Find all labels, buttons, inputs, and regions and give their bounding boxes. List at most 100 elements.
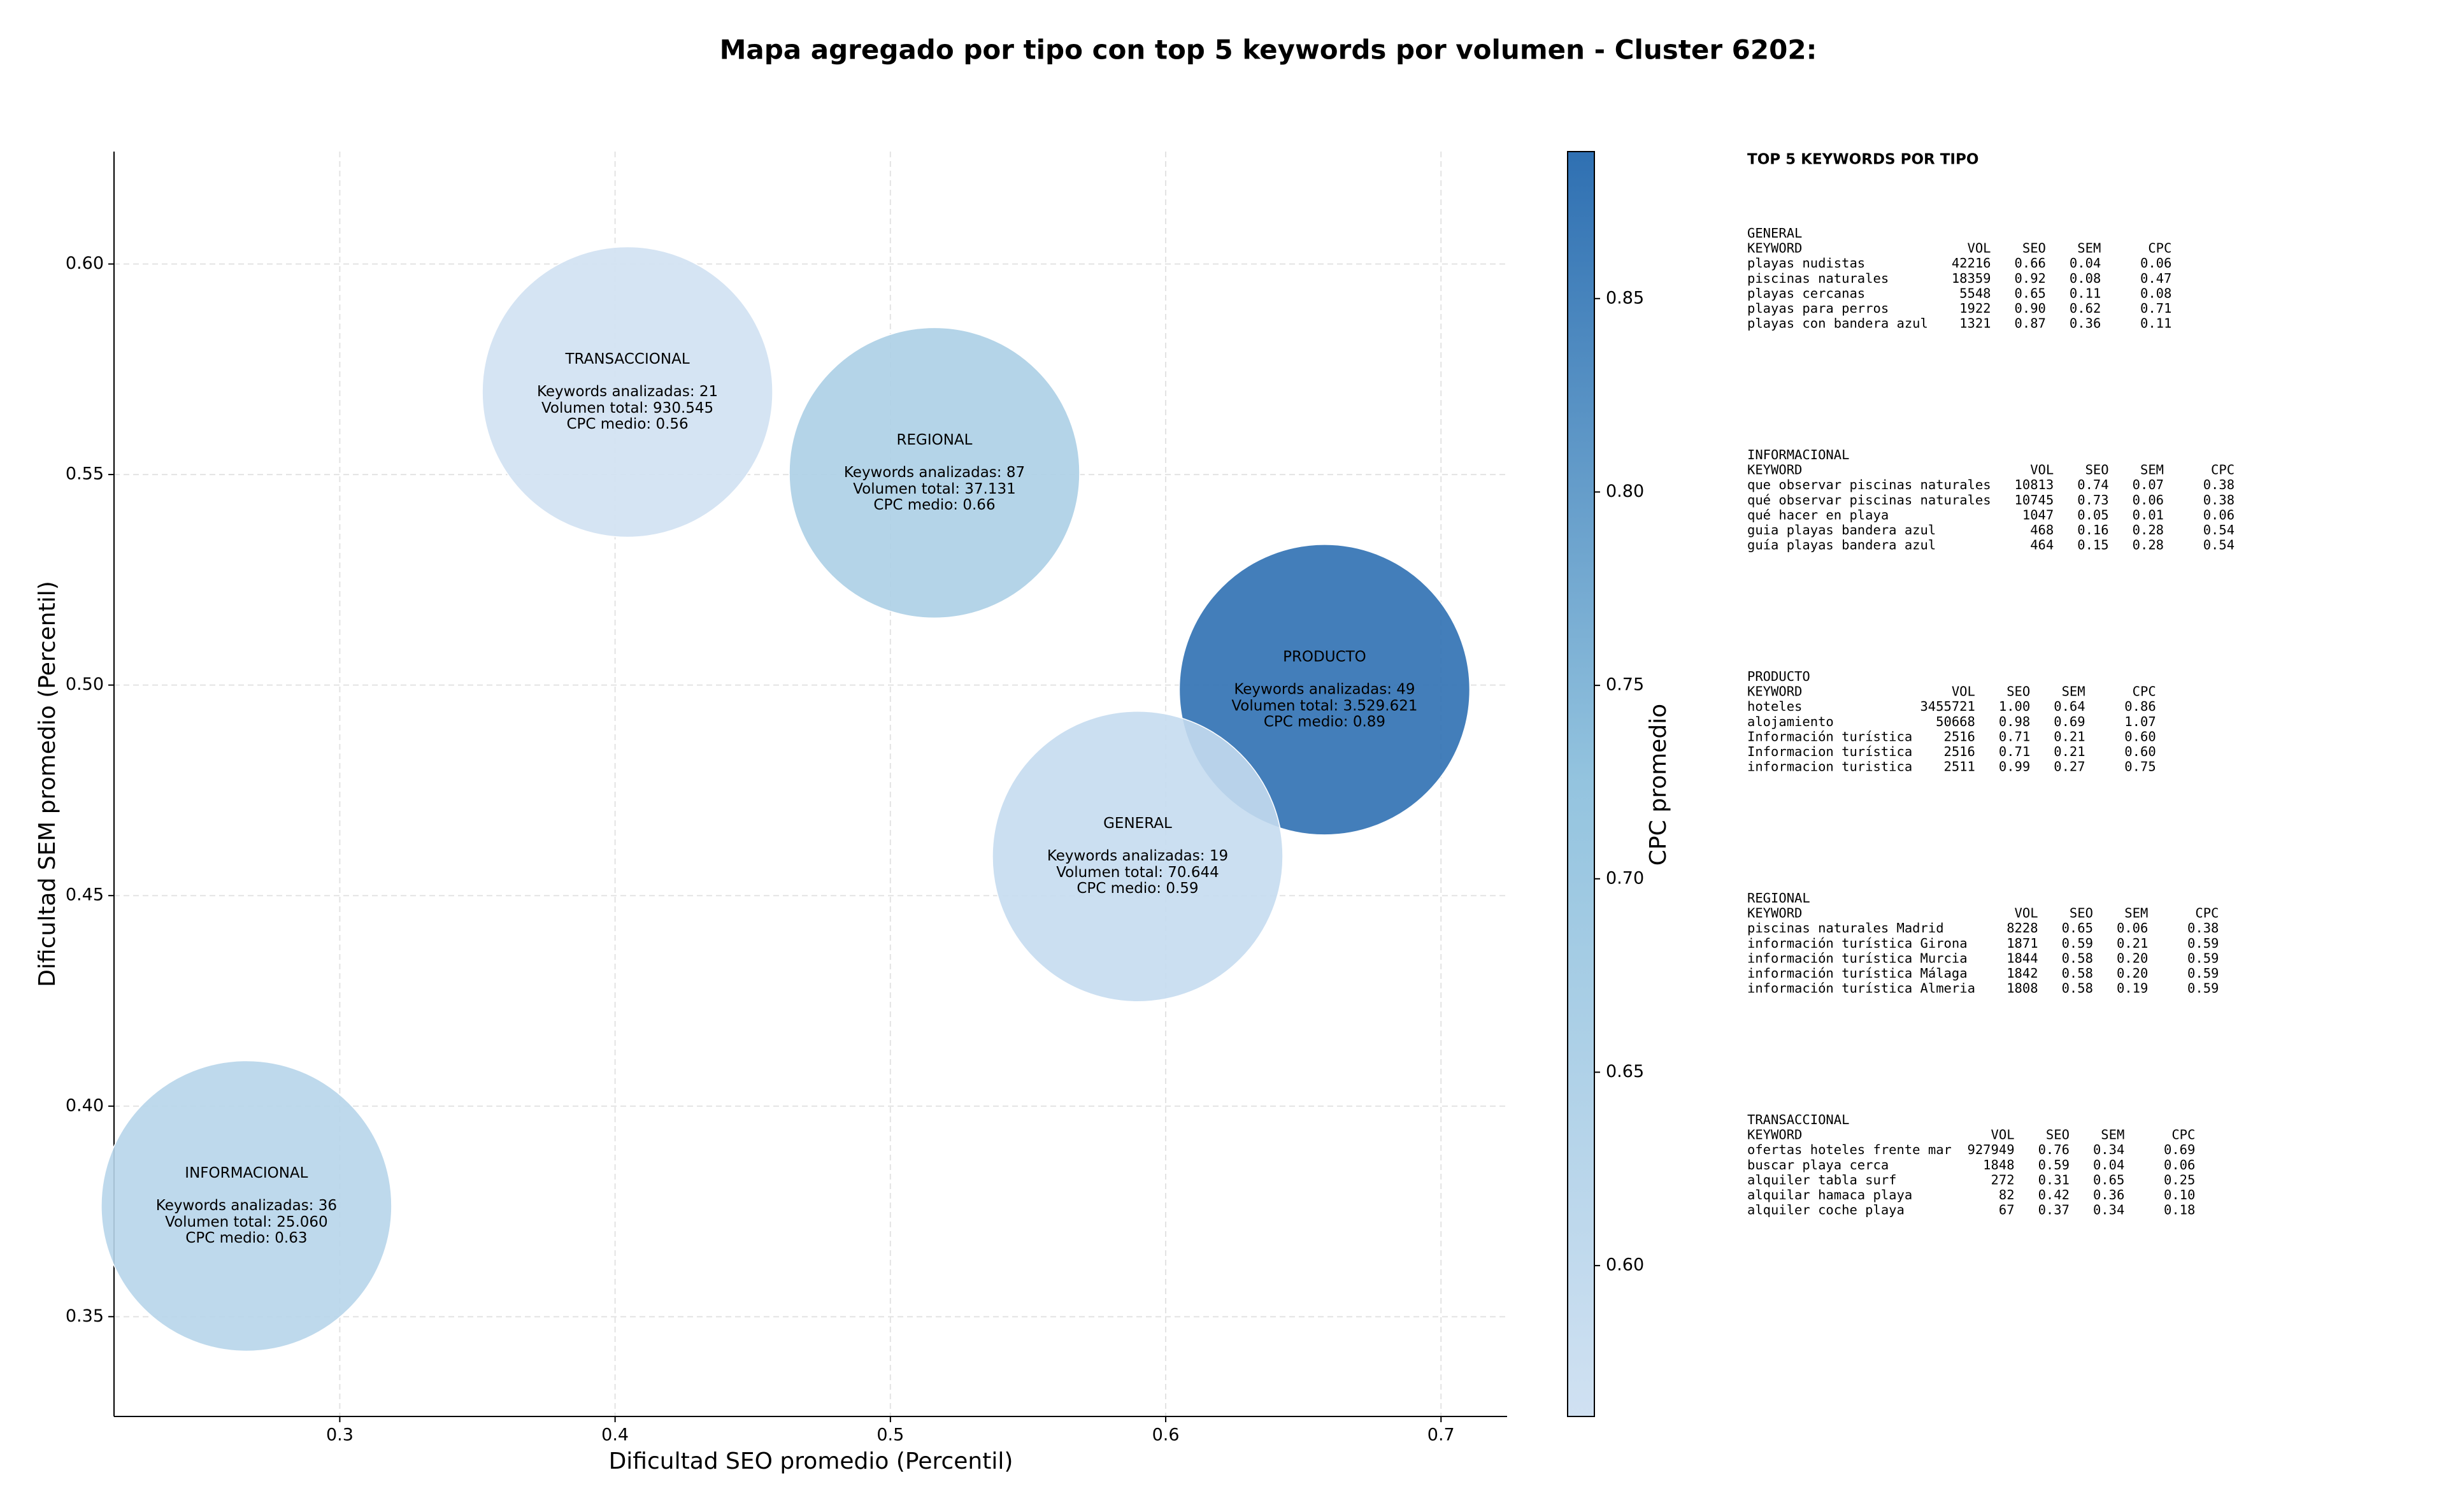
column-header: SEM [2101,1127,2124,1143]
x-tick-label: 0.3 [326,1425,354,1445]
cell-value: 0.99 [1999,759,2030,774]
cell-value: 0.21 [2054,744,2085,759]
colorbar-tick-label: 0.60 [1606,1255,1644,1275]
cell-value: 272 [1991,1172,2015,1187]
colorbar-label: CPC promedio [1645,704,1671,866]
bubble-detail: Volumen total: 25.060 [165,1214,328,1230]
cell-value: 0.65 [2062,920,2093,936]
panel-title: TOP 5 KEYWORDS POR TIPO [1747,152,1978,168]
cell-value: 0.60 [2124,744,2156,759]
cell-value: 1.00 [1999,699,2030,714]
cell-value: 0.42 [2038,1187,2070,1202]
cell-value: 0.38 [2203,492,2235,508]
cell-value: 0.28 [2133,538,2164,553]
bubble-detail: Keywords analizadas: 36 [156,1197,337,1214]
bubble-name: GENERAL [1103,815,1172,832]
bubble-name: TRANSACCIONAL [564,351,689,367]
x-tick-label: 0.6 [1152,1425,1180,1445]
column-header: CPC [2211,462,2235,478]
cell-value: 1808 [2006,981,2038,996]
cell-value: 0.69 [2164,1142,2195,1157]
cell-value: 0.76 [2038,1142,2070,1157]
keyword: Informacion turística [1747,744,1912,759]
keyword: que observar piscinas naturales [1747,477,1991,492]
keyword: guia playas bandera azul [1747,522,1936,538]
bubble-detail: CPC medio: 0.56 [566,416,688,432]
bubble-detail: Keywords analizadas: 19 [1047,848,1228,864]
column-header: CPC [2133,684,2156,699]
keyword: Información turística [1747,729,1912,744]
keyword: playas nudistas [1747,255,1865,271]
cell-value: 0.38 [2187,920,2219,936]
column-header: CPC [2171,1127,2195,1143]
colorbar-tick-label: 0.65 [1606,1062,1644,1081]
cell-value: 0.54 [2203,538,2235,553]
cell-value: 0.73 [2077,492,2108,508]
column-header: SEM [2062,684,2085,699]
cell-value: 0.37 [2038,1202,2070,1218]
cell-value: 82 [1999,1187,2015,1202]
cell-value: 0.11 [2070,285,2101,301]
bubble-name: REGIONAL [897,432,973,448]
bubble [992,710,1284,1002]
cell-value: 0.86 [2124,699,2156,714]
cell-value: 0.04 [2070,255,2101,271]
cell-value: 0.59 [2062,936,2093,951]
group-name: REGIONAL [1747,890,1810,906]
keyword: información turística Almeria [1747,981,1975,996]
column-header: KEYWORD [1747,462,1802,478]
cell-value: 3455721 [1920,699,1975,714]
cell-value: 0.59 [2187,950,2219,966]
cell-value: 0.69 [2054,714,2085,729]
column-header: SEM [2124,906,2148,921]
cell-value: 0.25 [2164,1172,2195,1187]
column-header: CPC [2195,906,2219,921]
cell-value: 468 [2030,522,2054,538]
bubble-detail: Volumen total: 3.529.621 [1231,697,1417,714]
cell-value: 1321 [1959,316,1991,331]
cell-value: 0.06 [2140,255,2171,271]
colorbar-tick-label: 0.75 [1606,675,1644,695]
keyword: alquilar hamaca playa [1747,1187,1912,1202]
cell-value: 10813 [2015,477,2054,492]
group-name: TRANSACCIONAL [1747,1112,1849,1127]
y-tick-label: 0.40 [66,1095,104,1115]
column-header: VOL [1991,1127,2015,1143]
column-header: KEYWORD [1747,241,1802,256]
cell-value: 0.38 [2203,477,2235,492]
cell-value: 0.31 [2038,1172,2070,1187]
cell-value: 0.47 [2140,271,2171,286]
cell-value: 0.34 [2093,1202,2124,1218]
cell-value: 18359 [1952,271,1991,286]
cell-value: 0.59 [2187,981,2219,996]
cell-value: 0.98 [1999,714,2030,729]
keyword: buscar playa cerca [1747,1157,1889,1173]
cell-value: 0.21 [2054,729,2085,744]
keyword: información turística Girona [1747,936,1968,951]
keyword: qué observar piscinas naturales [1747,492,1991,508]
cell-value: 42216 [1952,255,1991,271]
cell-value: 0.28 [2133,522,2164,538]
column-header: SEM [2077,241,2101,256]
cell-value: 2516 [1943,729,1975,744]
cell-value: 0.20 [2117,950,2148,966]
keyword: playas con bandera azul [1747,316,1928,331]
column-header: SEO [2006,684,2030,699]
bubble [789,327,1080,619]
column-header: VOL [1968,241,1991,256]
cell-value: 50668 [1936,714,1975,729]
cell-value: 0.06 [2133,492,2164,508]
cell-value: 0.71 [1999,729,2030,744]
cell-value: 0.27 [2054,759,2085,774]
cell-value: 0.59 [2187,936,2219,951]
cell-value: 5548 [1959,285,1991,301]
column-header: KEYWORD [1747,906,1802,921]
cell-value: 2516 [1943,744,1975,759]
column-header: VOL [2015,906,2038,921]
colorbar-tick-label: 0.70 [1606,868,1644,888]
column-header: SEO [2046,1127,2070,1143]
keyword: piscinas naturales [1747,271,1889,286]
cell-value: 0.58 [2062,981,2093,996]
cell-value: 0.20 [2117,966,2148,981]
